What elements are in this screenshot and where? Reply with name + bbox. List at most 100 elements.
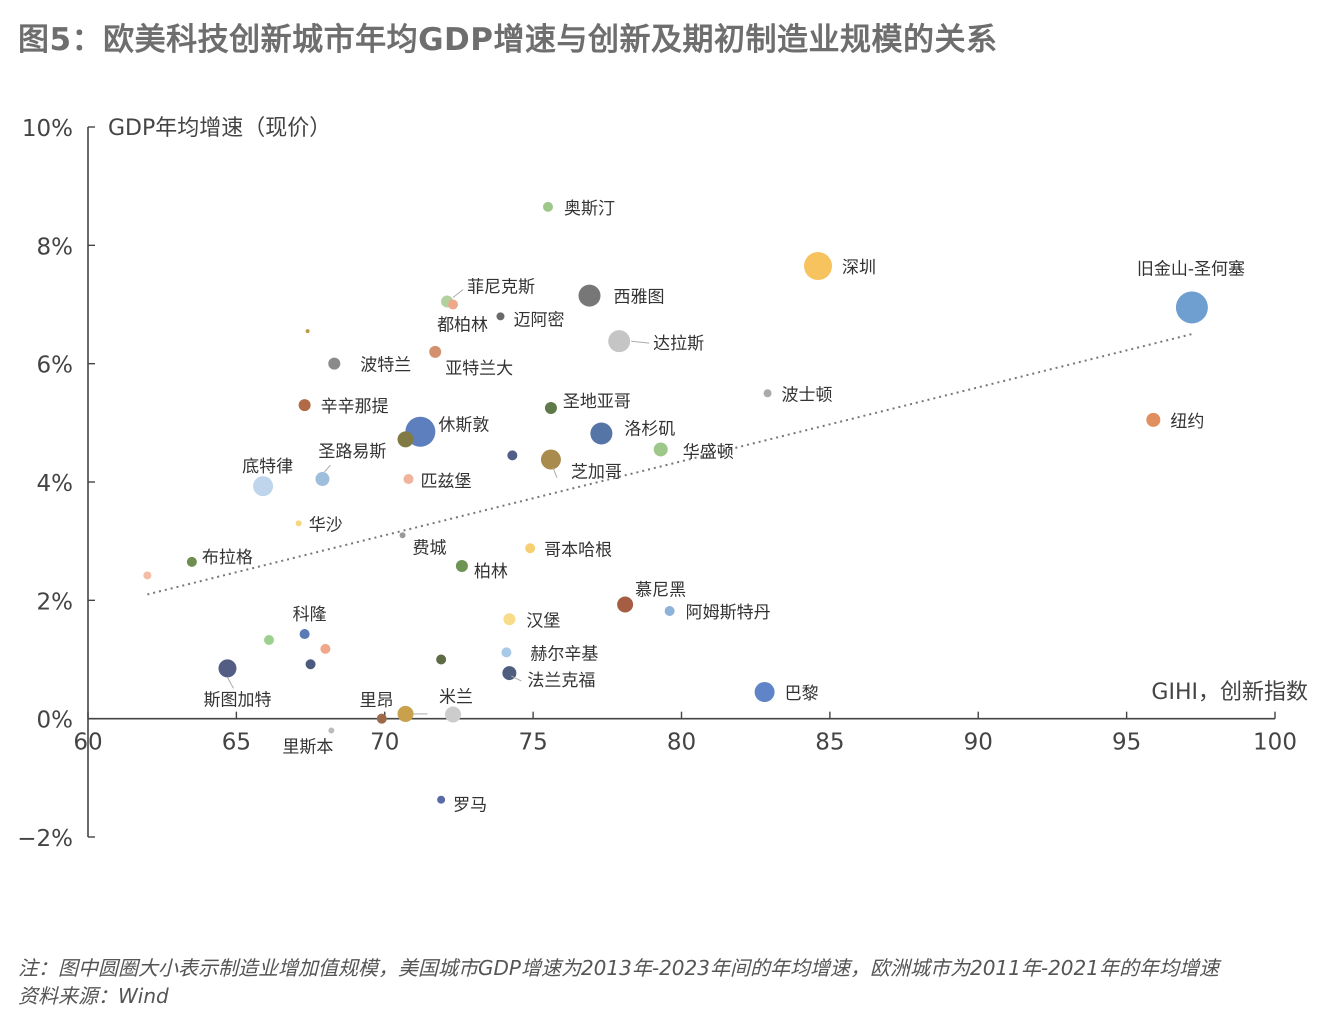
y-tick-label: 6% [37,353,74,379]
x-tick-label: 90 [964,730,993,756]
data-point [804,252,833,281]
data-point [305,659,316,670]
point-label: 菲尼克斯 [467,278,535,298]
point-label: 圣路易斯 [318,442,386,462]
data-point [664,605,675,616]
leader-line [452,289,464,298]
chart-title: 图5：欧美科技创新城市年均GDP增速与创新及期初制造业规模的关系 [18,22,998,58]
data-point [608,330,631,353]
data-point [653,442,668,457]
data-point [617,596,634,613]
point-label: 华盛顿 [683,442,734,462]
data-point [1175,291,1208,324]
point-label: 巴黎 [785,684,819,704]
point-label: 芝加哥 [571,463,622,483]
x-tick-label: 85 [815,730,844,756]
point-label: 里昂 [360,691,394,711]
x-tick-label: 60 [73,730,102,756]
point-label: 斯图加特 [203,690,271,710]
point-label: 达拉斯 [653,334,704,354]
data-point [1146,412,1161,427]
point-label: 旧金山-圣何塞 [1137,259,1245,279]
y-axis-title: GDP年均增速（现价） [108,116,331,141]
leader-line [511,675,522,682]
axes: −2% 0% 2% 4% 6% 8% 10% 60 65 70 75 80 85 90 95 100 GDP年均… [17,116,1308,852]
leader-line [552,467,558,478]
data-point [376,713,387,724]
data-point [399,532,406,539]
data-point [328,727,335,734]
data-point [143,571,152,580]
point-label: 布拉格 [202,548,253,568]
footnote: 注：图中圆圈大小表示制造业增加值规模，美国城市GDP增速为2013年-2023年… [18,956,1219,980]
data-point [436,654,447,665]
point-label: 纽约 [1170,412,1204,432]
data-point [397,705,414,722]
point-label: 阿姆斯特丹 [686,603,771,623]
data-point [397,431,414,448]
point-label: 赫尔辛基 [530,644,598,664]
data-point [590,422,613,445]
point-label: 洛杉矶 [624,419,675,439]
data-point [542,201,553,212]
y-tick-label: 10% [22,116,73,142]
data-point [437,795,446,804]
data-point [507,450,518,461]
data-point [455,560,468,573]
x-tick-label: 70 [370,730,399,756]
data-point [578,284,601,307]
x-axis-title: GIHI，创新指数 [1151,680,1308,705]
x-tick-label: 100 [1253,730,1297,756]
data-point [298,399,311,412]
point-label: 柏林 [474,562,508,582]
trendline-layer [147,333,1193,596]
data-point [320,643,331,654]
point-label: 匹兹堡 [420,472,471,492]
point-label: 科隆 [293,605,327,625]
point-label: 罗马 [453,796,487,816]
y-tick-label: 4% [37,471,74,497]
data-point [763,389,772,398]
point-label: 波特兰 [360,356,411,376]
data-point [403,474,414,485]
point-label: 汉堡 [526,611,560,631]
point-label: 深圳 [842,258,876,278]
point-label: 奥斯汀 [564,199,615,219]
y-tick-label: 8% [37,234,74,260]
leader-line [227,677,234,689]
data-point [264,634,275,645]
data-point [496,312,505,321]
point-label: 休斯敦 [438,416,489,436]
point-label: 圣地亚哥 [563,392,631,412]
source-note: 资料来源：Wind [18,984,169,1008]
data-point [299,629,310,640]
data-point [315,472,330,487]
data-point [328,357,341,370]
point-label: 费城 [413,538,447,558]
y-tick-label: −2% [17,826,73,852]
point-label: 里斯本 [282,738,333,758]
point-label: 华沙 [309,515,343,535]
point-label: 辛辛那提 [321,397,389,417]
leader-line [324,464,331,473]
x-tick-label: 95 [1112,730,1141,756]
data-point [445,706,462,723]
x-tick-label: 65 [222,730,251,756]
point-label: 法兰克福 [527,671,595,691]
data-point [544,402,557,415]
y-tick-label: 2% [37,589,74,615]
data-point [295,520,302,527]
leader-line [631,340,650,344]
point-label: 西雅图 [614,288,665,308]
point-label: 哥本哈根 [544,540,612,560]
trendline [147,333,1193,596]
point-label: 迈阿密 [513,310,564,330]
point-label: 波士顿 [782,385,833,405]
data-point [305,329,310,334]
point-label: 都柏林 [437,316,488,336]
x-tick-label: 80 [667,730,696,756]
point-label: 亚特兰大 [445,359,513,379]
point-label: 慕尼黑 [635,580,686,600]
data-point [218,659,237,678]
